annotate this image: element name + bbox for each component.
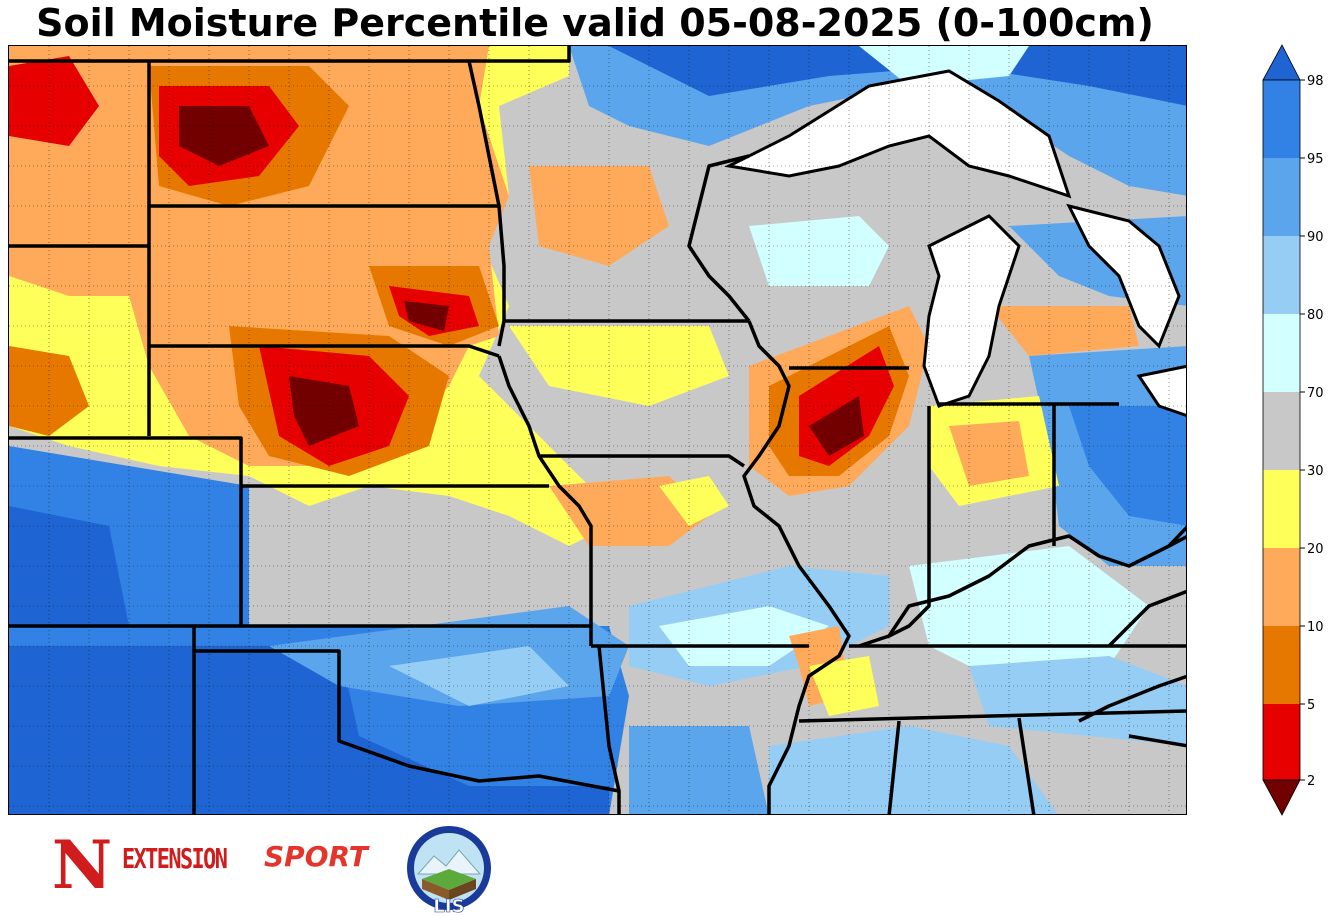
colorbar-bin-2-5 [1263,704,1300,780]
state-borders [9,46,1186,814]
colorbar-tick-2: 2 [1307,774,1315,789]
n-letter: N [52,830,112,896]
colorbar-tick-95: 95 [1307,152,1324,167]
colorbar-extend-max [1262,44,1301,81]
colorbar-bin-30-70 [1263,392,1300,470]
dry-areas [9,46,1139,716]
colorbar-tick-20: 20 [1307,542,1324,557]
colorbar-tick-30: 30 [1307,464,1324,479]
lis-logo: LIS [407,826,491,916]
colorbar-bin-90-95 [1263,158,1300,236]
colorbar-legend: 98 95 90 80 70 30 20 10 5 2 [1255,40,1330,820]
logo-strip: N EXTENSION SPORT LIS [40,822,510,916]
colorbar-bin-5-10 [1263,626,1300,704]
colorbar-tick-90: 90 [1307,230,1324,245]
colorbar-svg: 98 95 90 80 70 30 20 10 5 2 [1262,44,1324,816]
great-lakes [724,69,1186,417]
map-svg [9,46,1186,814]
lis-text: LIS [433,896,464,916]
nebraska-n-logo: N [48,830,116,896]
colorbar-bin-10-20 [1263,548,1300,626]
soil-moisture-map [8,45,1187,815]
colorbar-bin-80-90 [1263,236,1300,314]
colorbar-tick-98: 98 [1307,74,1324,89]
sport-logo-text: SPORT [264,840,368,873]
colorbar-bin-95-98 [1263,80,1300,158]
colorbar-tick-10: 10 [1307,620,1324,635]
page-title: Soil Moisture Percentile valid 05-08-202… [36,1,1154,45]
colorbar-bin-20-30 [1263,470,1300,548]
wet-areas [9,46,1186,814]
colorbar-outline [1262,79,1301,781]
colorbar-extend-min [1262,779,1301,816]
extension-logo-text: EXTENSION [122,842,228,875]
colorbar-tick-5: 5 [1307,698,1315,713]
colorbar-tick-80: 80 [1307,308,1324,323]
colorbar-bin-70-80 [1263,314,1300,392]
colorbar-tick-70: 70 [1307,386,1324,401]
